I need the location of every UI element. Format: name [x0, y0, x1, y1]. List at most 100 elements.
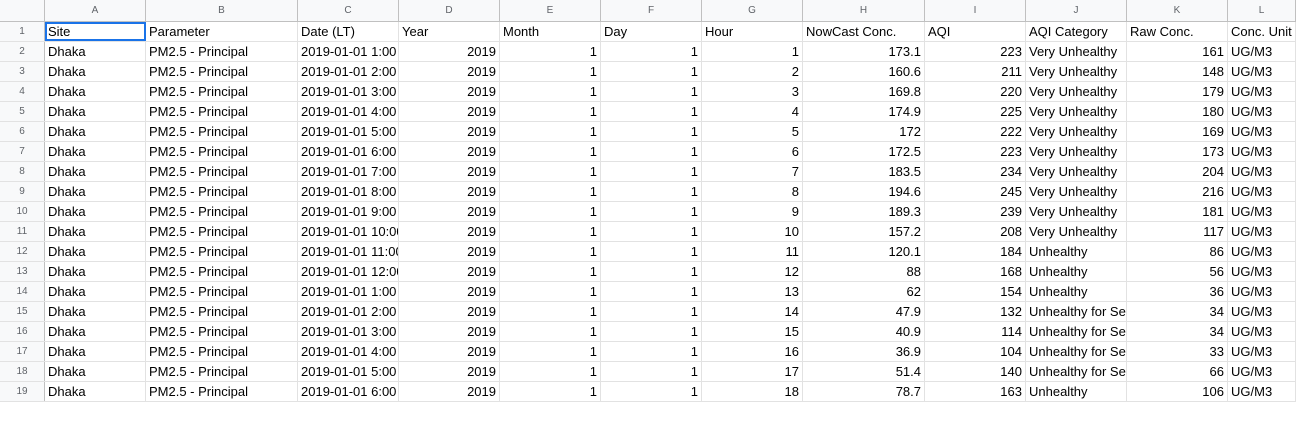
data-cell[interactable]: 13 — [702, 282, 803, 301]
data-cell[interactable]: 2019-01-01 9:00 — [298, 202, 399, 221]
data-cell[interactable]: 2019 — [399, 62, 500, 81]
data-cell[interactable]: PM2.5 - Principal — [146, 382, 298, 401]
data-cell[interactable]: Dhaka — [45, 222, 146, 241]
data-cell[interactable]: Dhaka — [45, 62, 146, 81]
data-cell[interactable]: 172 — [803, 122, 925, 141]
data-cell[interactable]: 180 — [1127, 102, 1228, 121]
data-cell[interactable]: UG/M3 — [1228, 202, 1296, 221]
data-cell[interactable]: 208 — [925, 222, 1026, 241]
data-cell[interactable]: 2019-01-01 6:00 — [298, 142, 399, 161]
data-cell[interactable]: Unhealthy for Se — [1026, 322, 1127, 341]
data-cell[interactable]: Very Unhealthy — [1026, 142, 1127, 161]
data-cell[interactable]: 36.9 — [803, 342, 925, 361]
data-cell[interactable]: 157.2 — [803, 222, 925, 241]
header-cell[interactable]: Parameter — [146, 22, 298, 41]
column-header-g[interactable]: G — [702, 0, 803, 21]
data-cell[interactable]: 222 — [925, 122, 1026, 141]
data-cell[interactable]: 2019 — [399, 302, 500, 321]
data-cell[interactable]: 1 — [601, 142, 702, 161]
data-cell[interactable]: PM2.5 - Principal — [146, 162, 298, 181]
data-cell[interactable]: 16 — [702, 342, 803, 361]
data-cell[interactable]: 1 — [601, 382, 702, 401]
header-cell[interactable]: Year — [399, 22, 500, 41]
data-cell[interactable]: 86 — [1127, 242, 1228, 261]
data-cell[interactable]: 56 — [1127, 262, 1228, 281]
data-cell[interactable]: 1 — [500, 182, 601, 201]
column-header-k[interactable]: K — [1127, 0, 1228, 21]
header-cell[interactable]: Day — [601, 22, 702, 41]
row-header[interactable]: 14 — [0, 282, 45, 301]
row-header[interactable]: 13 — [0, 262, 45, 281]
data-cell[interactable]: Unhealthy — [1026, 282, 1127, 301]
data-cell[interactable]: 1 — [601, 82, 702, 101]
data-cell[interactable]: PM2.5 - Principal — [146, 62, 298, 81]
data-cell[interactable]: UG/M3 — [1228, 142, 1296, 161]
data-cell[interactable]: 5 — [702, 122, 803, 141]
header-cell[interactable]: Date (LT) — [298, 22, 399, 41]
data-cell[interactable]: PM2.5 - Principal — [146, 182, 298, 201]
data-cell[interactable]: 2019 — [399, 122, 500, 141]
data-cell[interactable]: 2019 — [399, 42, 500, 61]
data-cell[interactable]: UG/M3 — [1228, 102, 1296, 121]
data-cell[interactable]: 2019 — [399, 162, 500, 181]
data-cell[interactable]: 2019-01-01 2:00 — [298, 302, 399, 321]
data-cell[interactable]: Dhaka — [45, 302, 146, 321]
data-cell[interactable]: Dhaka — [45, 82, 146, 101]
data-cell[interactable]: UG/M3 — [1228, 362, 1296, 381]
data-cell[interactable]: PM2.5 - Principal — [146, 282, 298, 301]
data-cell[interactable]: 47.9 — [803, 302, 925, 321]
data-cell[interactable]: 2019-01-01 4:00 — [298, 342, 399, 361]
data-cell[interactable]: 34 — [1127, 322, 1228, 341]
row-header[interactable]: 3 — [0, 62, 45, 81]
data-cell[interactable]: 2019-01-01 5:00 — [298, 362, 399, 381]
data-cell[interactable]: UG/M3 — [1228, 322, 1296, 341]
data-cell[interactable]: 204 — [1127, 162, 1228, 181]
header-cell[interactable]: Hour — [702, 22, 803, 41]
header-cell[interactable]: AQI Category — [1026, 22, 1127, 41]
data-cell[interactable]: 4 — [702, 102, 803, 121]
data-cell[interactable]: 2019-01-01 11:00 — [298, 242, 399, 261]
data-cell[interactable]: 1 — [601, 202, 702, 221]
data-cell[interactable]: Dhaka — [45, 362, 146, 381]
data-cell[interactable]: UG/M3 — [1228, 162, 1296, 181]
data-cell[interactable]: UG/M3 — [1228, 342, 1296, 361]
data-cell[interactable]: 1 — [601, 342, 702, 361]
data-cell[interactable]: 2019 — [399, 202, 500, 221]
data-cell[interactable]: Dhaka — [45, 242, 146, 261]
data-cell[interactable]: 1 — [601, 282, 702, 301]
data-cell[interactable]: Dhaka — [45, 182, 146, 201]
data-cell[interactable]: PM2.5 - Principal — [146, 102, 298, 121]
data-cell[interactable]: 117 — [1127, 222, 1228, 241]
data-cell[interactable]: 3 — [702, 82, 803, 101]
row-header[interactable]: 18 — [0, 362, 45, 381]
data-cell[interactable]: PM2.5 - Principal — [146, 42, 298, 61]
data-cell[interactable]: PM2.5 - Principal — [146, 82, 298, 101]
header-cell[interactable]: Month — [500, 22, 601, 41]
row-header[interactable]: 8 — [0, 162, 45, 181]
data-cell[interactable]: 106 — [1127, 382, 1228, 401]
data-cell[interactable]: 6 — [702, 142, 803, 161]
data-cell[interactable]: 163 — [925, 382, 1026, 401]
data-cell[interactable]: 2019 — [399, 222, 500, 241]
data-cell[interactable]: UG/M3 — [1228, 122, 1296, 141]
row-header[interactable]: 1 — [0, 22, 45, 41]
data-cell[interactable]: 2019-01-01 3:00 — [298, 82, 399, 101]
data-cell[interactable]: 2019 — [399, 102, 500, 121]
data-cell[interactable]: UG/M3 — [1228, 302, 1296, 321]
data-cell[interactable]: 2019-01-01 4:00 — [298, 102, 399, 121]
data-cell[interactable]: 1 — [601, 222, 702, 241]
data-cell[interactable]: 1 — [601, 42, 702, 61]
data-cell[interactable]: 1 — [500, 82, 601, 101]
data-cell[interactable]: 161 — [1127, 42, 1228, 61]
data-cell[interactable]: 62 — [803, 282, 925, 301]
data-cell[interactable]: 2019-01-01 10:00 — [298, 222, 399, 241]
data-cell[interactable]: 220 — [925, 82, 1026, 101]
data-cell[interactable]: 160.6 — [803, 62, 925, 81]
data-cell[interactable]: 216 — [1127, 182, 1228, 201]
data-cell[interactable]: Very Unhealthy — [1026, 222, 1127, 241]
data-cell[interactable]: 2019 — [399, 262, 500, 281]
row-header[interactable]: 5 — [0, 102, 45, 121]
data-cell[interactable]: Unhealthy for Se — [1026, 342, 1127, 361]
data-cell[interactable]: Dhaka — [45, 322, 146, 341]
data-cell[interactable]: UG/M3 — [1228, 42, 1296, 61]
